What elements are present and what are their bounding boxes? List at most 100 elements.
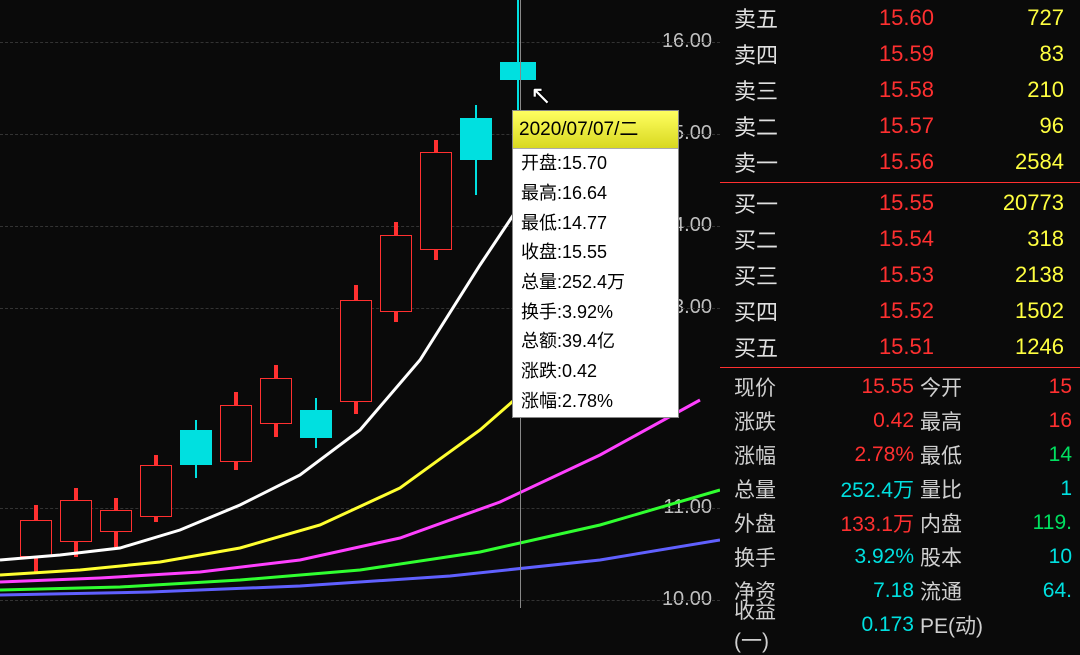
tooltip-row: 总量:252.4万 — [513, 268, 678, 298]
candle[interactable] — [180, 420, 212, 478]
stat-value: 119. — [990, 511, 1072, 535]
candle[interactable] — [220, 392, 252, 468]
stat-label: 换手 — [734, 542, 804, 572]
order-volume: 1502 — [934, 298, 1070, 324]
candle[interactable] — [100, 498, 132, 545]
gridline — [0, 600, 720, 601]
tooltip-row: 最高:16.64 — [513, 179, 678, 209]
stat-label: 外盘 — [734, 508, 804, 538]
order-row[interactable]: 卖四15.5983 — [720, 36, 1080, 72]
order-row[interactable]: 卖三15.58210 — [720, 72, 1080, 108]
candle[interactable] — [260, 365, 292, 435]
order-price: 15.55 — [814, 190, 934, 216]
order-price: 15.58 — [814, 77, 934, 103]
stat-row: 涨跌0.42最高16 — [720, 404, 1080, 438]
stat-value: 64. — [990, 579, 1072, 603]
candle[interactable] — [460, 105, 492, 195]
stat-value: 15.55 — [804, 375, 914, 399]
chart-tooltip: 2020/07/07/二 开盘:15.70最高:16.64最低:14.77收盘:… — [512, 110, 679, 418]
order-label: 卖二 — [734, 110, 814, 142]
stat-label: 内盘 — [914, 508, 990, 538]
stat-value: 133.1万 — [804, 508, 914, 538]
order-volume: 318 — [934, 226, 1070, 252]
order-label: 买四 — [734, 295, 814, 327]
tooltip-row: 收盘:15.55 — [513, 238, 678, 268]
tooltip-row: 最低:14.77 — [513, 209, 678, 239]
order-volume: 1246 — [934, 334, 1070, 360]
candle[interactable] — [140, 455, 172, 520]
order-volume: 2584 — [934, 149, 1070, 175]
stat-label: 股本 — [914, 542, 990, 572]
tooltip-row: 总额:39.4亿 — [513, 327, 678, 357]
stat-row: 现价15.55今开15 — [720, 370, 1080, 404]
stat-label: 现价 — [734, 372, 804, 402]
order-volume: 210 — [934, 77, 1070, 103]
order-row[interactable]: 买二15.54318 — [720, 221, 1080, 257]
candle[interactable] — [420, 140, 452, 258]
order-row[interactable]: 买三15.532138 — [720, 257, 1080, 293]
candle[interactable] — [20, 505, 52, 570]
quote-panel: 卖五15.60727卖四15.5983卖三15.58210卖二15.5796卖一… — [720, 0, 1080, 608]
stat-label: 今开 — [914, 372, 990, 402]
candle[interactable] — [60, 488, 92, 555]
order-row[interactable]: 买四15.521502 — [720, 293, 1080, 329]
stat-label: 最高 — [914, 406, 990, 436]
order-price: 15.60 — [814, 5, 934, 31]
stat-value: 7.18 — [804, 579, 914, 603]
order-price: 15.51 — [814, 334, 934, 360]
tooltip-row: 换手:3.92% — [513, 298, 678, 328]
stat-value: 252.4万 — [804, 474, 914, 504]
stat-value: 0.173 — [804, 613, 914, 637]
order-row[interactable]: 买五15.511246 — [720, 329, 1080, 365]
order-label: 买二 — [734, 223, 814, 255]
stat-label: 总量 — [734, 474, 804, 504]
stat-value: 1 — [990, 477, 1072, 501]
order-volume: 727 — [934, 5, 1070, 31]
stat-label: 流通 — [914, 576, 990, 606]
order-label: 买三 — [734, 259, 814, 291]
order-price: 15.52 — [814, 298, 934, 324]
stat-row: 总量252.4万量比1 — [720, 472, 1080, 506]
stat-label: 收益(一) — [734, 595, 804, 655]
stat-value: 10 — [990, 545, 1072, 569]
stat-row: 换手3.92%股本10 — [720, 540, 1080, 574]
stat-row: 涨幅2.78%最低14 — [720, 438, 1080, 472]
order-label: 买一 — [734, 187, 814, 219]
candle[interactable] — [380, 222, 412, 320]
stats-divider — [720, 367, 1080, 368]
order-label: 卖五 — [734, 2, 814, 34]
stat-value: 2.78% — [804, 443, 914, 467]
stat-label: 涨幅 — [734, 440, 804, 470]
order-label: 卖一 — [734, 146, 814, 178]
order-price: 15.53 — [814, 262, 934, 288]
stat-value: 15 — [990, 375, 1072, 399]
order-label: 买五 — [734, 331, 814, 363]
cursor-icon: ↖ — [530, 80, 552, 111]
order-row[interactable]: 卖一15.562584 — [720, 144, 1080, 180]
stat-label: 量比 — [914, 474, 990, 504]
stat-row: 收益(一)0.173PE(动) — [720, 608, 1080, 642]
stat-value: 14 — [990, 443, 1072, 467]
gridline — [0, 42, 720, 43]
tooltip-row: 涨幅:2.78% — [513, 387, 678, 417]
stat-label: PE(动) — [914, 610, 990, 640]
tooltip-row: 开盘:15.70 — [513, 149, 678, 179]
order-label: 卖四 — [734, 38, 814, 70]
candle[interactable] — [340, 285, 372, 412]
stat-value: 16 — [990, 409, 1072, 433]
order-divider — [720, 182, 1080, 183]
order-price: 15.56 — [814, 149, 934, 175]
order-row[interactable]: 卖二15.5796 — [720, 108, 1080, 144]
order-row[interactable]: 买一15.5520773 — [720, 185, 1080, 221]
order-label: 卖三 — [734, 74, 814, 106]
stat-value: 0.42 — [804, 409, 914, 433]
order-volume: 20773 — [934, 190, 1070, 216]
stat-row: 外盘133.1万内盘119. — [720, 506, 1080, 540]
tooltip-row: 涨跌:0.42 — [513, 357, 678, 387]
order-price: 15.54 — [814, 226, 934, 252]
order-row[interactable]: 卖五15.60727 — [720, 0, 1080, 36]
order-volume: 96 — [934, 113, 1070, 139]
order-price: 15.57 — [814, 113, 934, 139]
candle[interactable] — [300, 398, 332, 448]
stat-label: 最低 — [914, 440, 990, 470]
